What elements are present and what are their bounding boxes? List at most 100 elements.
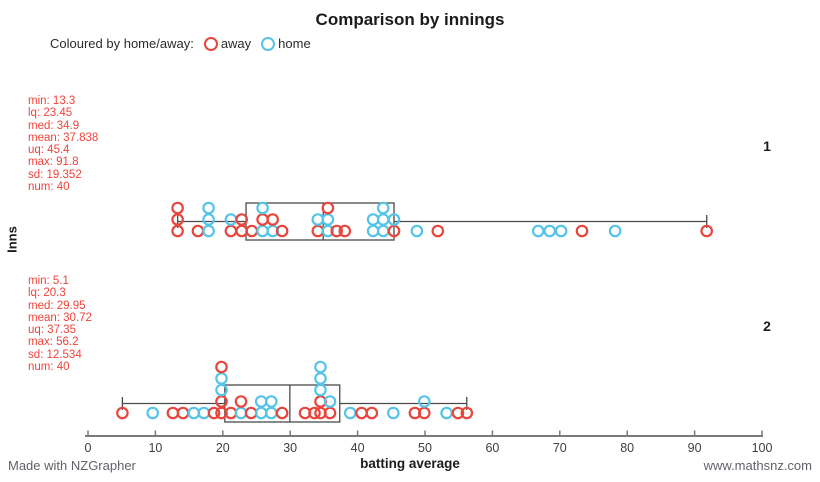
data-point [215, 360, 228, 374]
data-point [417, 395, 431, 408]
made-with-credit: Made with NZGrapher [8, 458, 136, 473]
data-point [700, 224, 713, 238]
stat-line-max: max: 91.8 [28, 156, 79, 169]
stat-line-num: num: 40 [28, 181, 70, 194]
stat-line-mean: mean: 30.72 [28, 311, 92, 324]
axis-tick-label: 90 [688, 441, 702, 455]
data-point [314, 372, 327, 385]
data-point [376, 201, 390, 215]
data-point [554, 224, 568, 238]
data-point [254, 406, 268, 420]
data-point [311, 213, 325, 226]
data-point [451, 406, 465, 420]
data-point [224, 213, 238, 226]
website-credit: www.mathsnz.com [703, 458, 812, 473]
data-point [608, 224, 622, 238]
data-point [256, 213, 269, 226]
summary-stats-group-2: min: 5.1 lq: 20.3 med: 29.95 mean: 30.72 uq:… [28, 275, 92, 373]
data-point [224, 224, 238, 238]
data-point [365, 406, 379, 420]
legend-item-home: home [278, 36, 311, 51]
data-point [202, 224, 215, 238]
data-point [166, 406, 180, 420]
x-axis-label: batting average [360, 456, 460, 471]
stat-line-med: med: 29.95 [28, 299, 86, 312]
legend-label: Coloured by home/away: [50, 36, 194, 51]
data-point [234, 406, 248, 420]
data-point [321, 224, 335, 238]
group-label-1: 1 [763, 138, 771, 154]
data-point [460, 406, 474, 420]
data-point [146, 406, 159, 420]
data-point [314, 383, 327, 397]
data-point [235, 213, 248, 226]
data-point [171, 213, 184, 226]
data-point [244, 406, 258, 420]
data-point [314, 360, 327, 374]
stat-line-med: med: 34.9 [28, 119, 80, 132]
data-point [202, 201, 215, 215]
data-point [256, 201, 269, 215]
stat-line-lq: lq: 20.3 [28, 287, 66, 300]
data-point [264, 395, 278, 408]
data-point [215, 372, 228, 385]
data-point [275, 224, 289, 238]
axis-tick-label: 70 [553, 441, 567, 455]
stat-line-uq: uq: 45.4 [28, 144, 70, 157]
data-point [191, 224, 205, 238]
data-point [308, 406, 321, 420]
stat-line-sd: sd: 19.352 [28, 168, 82, 181]
axis-tick-label: 100 [752, 441, 773, 455]
data-point [431, 224, 445, 238]
data-point [330, 224, 343, 238]
dot-plot [116, 360, 474, 420]
axis-tick-label: 30 [283, 441, 297, 455]
data-point [275, 406, 289, 420]
data-point [440, 406, 453, 420]
stat-line-min: min: 5.1 [28, 275, 69, 287]
data-point [355, 406, 368, 420]
data-point [171, 201, 184, 215]
data-point [387, 224, 401, 238]
legend-item-away: away [220, 36, 252, 51]
data-point [321, 201, 335, 215]
data-point [323, 395, 337, 408]
data-point [376, 224, 390, 238]
data-point [343, 406, 357, 420]
data-point [575, 224, 589, 238]
stat-line-max: max: 56.2 [28, 336, 79, 349]
dot-plot [171, 201, 713, 238]
stat-line-num: num: 40 [28, 361, 70, 374]
data-point [254, 395, 268, 408]
home-series-icon [261, 36, 276, 51]
data-point [531, 224, 545, 238]
data-point [197, 406, 211, 420]
group-label-2: 2 [763, 318, 771, 334]
data-point [202, 213, 215, 226]
x-axis: 0 10 20 30 40 50 60 70 80 90 100 [85, 430, 773, 455]
data-point [410, 224, 424, 238]
data-point [321, 213, 335, 226]
data-point [264, 406, 278, 420]
axis-tick-label: 60 [485, 441, 499, 455]
data-point [116, 406, 129, 420]
summary-stats-group-1: min: 13.3 lq: 23.45 med: 34.9 mean: 37.838 u… [28, 95, 98, 193]
data-point [387, 213, 401, 226]
data-point [207, 406, 221, 420]
data-point [543, 224, 556, 238]
stat-line-mean: mean: 37.838 [28, 131, 99, 144]
axis-tick-label: 10 [148, 441, 162, 455]
axis-tick-label: 0 [85, 441, 92, 455]
axis-tick-label: 80 [620, 441, 634, 455]
legend: Coloured by home/away: away home [50, 36, 311, 51]
data-point [266, 213, 279, 226]
stat-line-min: min: 13.3 [28, 95, 76, 107]
data-point [366, 213, 380, 226]
axis-tick-label: 20 [216, 441, 230, 455]
data-point [245, 224, 259, 238]
away-series-icon [203, 36, 218, 51]
data-point [311, 224, 325, 238]
data-point [386, 406, 400, 420]
